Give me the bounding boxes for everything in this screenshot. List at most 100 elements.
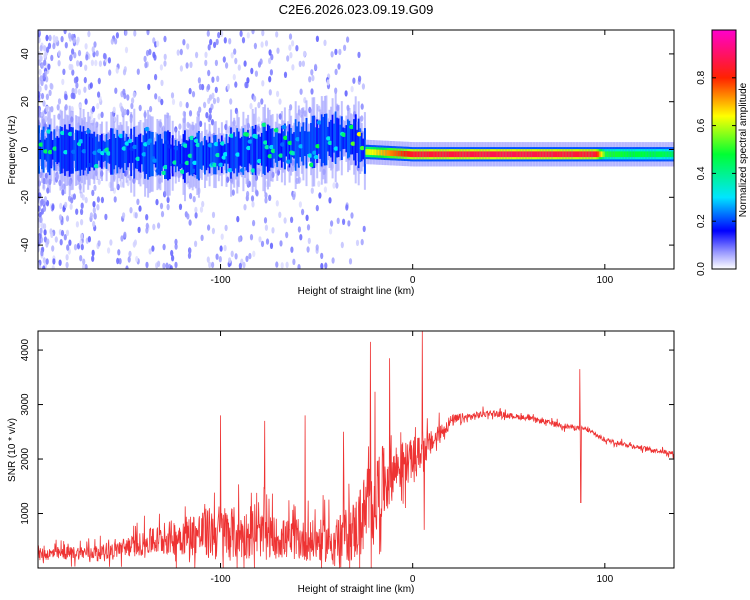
spectrogram-speckle xyxy=(307,237,311,245)
spectrogram-band xyxy=(170,145,173,167)
spectrogram-core xyxy=(549,151,552,158)
spectrogram-band xyxy=(339,124,342,152)
spectrogram-cell xyxy=(173,146,179,151)
spectrogram-speckle xyxy=(257,116,261,123)
spectrogram-cell xyxy=(267,154,273,159)
spectrogram-speckle xyxy=(163,53,167,61)
spectrogram-cell xyxy=(93,163,99,169)
spectrogram-core xyxy=(540,151,543,158)
spectrogram-speckle xyxy=(285,231,289,239)
spectrogram-core xyxy=(494,151,497,158)
spectrogram-band xyxy=(260,132,263,166)
x-tick-label: -100 xyxy=(211,275,231,286)
spectrogram-core xyxy=(479,151,482,158)
spectrogram-speckle xyxy=(100,111,104,119)
spectrogram-x-axis-label: Height of straight line (km) xyxy=(298,286,415,297)
spectrogram-cell xyxy=(307,153,313,158)
spectrogram-speckle xyxy=(275,261,279,268)
spectrogram-speckle xyxy=(112,106,116,114)
spectrogram-speckle xyxy=(241,37,246,44)
spectrogram-cell xyxy=(155,168,161,174)
spectrogram-core xyxy=(422,151,425,158)
spectrogram-band xyxy=(287,131,289,161)
spectrogram-speckle xyxy=(187,252,192,259)
spectrogram-speckle xyxy=(120,235,124,242)
spectrogram-speckle xyxy=(253,95,257,102)
spectrogram-speckle xyxy=(97,240,101,247)
spectrogram-speckle xyxy=(61,78,65,86)
spectrogram-speckle xyxy=(166,203,170,211)
spectrogram-core xyxy=(496,151,499,158)
spectrogram-speckle xyxy=(189,61,193,68)
spectrogram-speckle xyxy=(214,86,218,94)
spectrogram-band xyxy=(283,123,286,170)
spectrogram-speckle xyxy=(298,60,302,68)
spectrogram-band xyxy=(297,121,300,168)
y-tick-label: 1000 xyxy=(20,502,31,525)
spectrogram-speckle xyxy=(223,244,227,252)
spectrogram-core xyxy=(611,151,614,158)
spectrogram-speckle xyxy=(143,55,147,63)
spectrogram-speckle xyxy=(148,48,152,56)
colorbar: 0.0 0.2 0.4 0.6 0.8 Normalized spectral ampl… xyxy=(696,29,749,276)
spectrogram-speckle xyxy=(360,238,364,246)
spectrogram-cell xyxy=(213,141,219,147)
spectrogram-speckle xyxy=(76,36,80,43)
spectrogram-band xyxy=(333,123,336,153)
spectrogram-speckle xyxy=(291,64,295,71)
spectrogram-core xyxy=(636,151,638,158)
spectrogram-speckle xyxy=(57,50,62,57)
spectrogram-speckle xyxy=(44,178,48,185)
spectrogram-cell xyxy=(286,159,292,164)
spectrogram-core xyxy=(528,151,531,158)
spectrogram-band xyxy=(167,130,170,181)
spectrogram-cell xyxy=(264,145,270,150)
spectrogram-speckle xyxy=(55,173,60,180)
spectrogram-speckle xyxy=(331,257,335,264)
spectrogram-band xyxy=(337,118,340,158)
spectrogram-cell xyxy=(290,151,296,156)
spectrogram-speckle xyxy=(157,96,161,103)
spectrogram-speckle xyxy=(45,76,49,83)
spectrogram-speckle xyxy=(198,83,202,91)
spectrogram-speckle xyxy=(323,186,327,193)
spectrogram-speckle xyxy=(276,47,280,54)
spectrogram-band xyxy=(78,130,80,171)
spectrogram-band xyxy=(85,133,88,168)
spectrogram-core xyxy=(446,151,449,158)
spectrogram-speckle xyxy=(136,198,140,205)
spectrogram-cell xyxy=(356,132,362,137)
spectrogram-speckle xyxy=(114,87,118,94)
colorbar-tick-label: 0.4 xyxy=(696,166,707,180)
spectrogram-speckle xyxy=(42,72,46,80)
spectrogram-speckle xyxy=(91,249,95,257)
spectrogram-speckle xyxy=(145,214,149,221)
spectrogram-speckle xyxy=(91,105,95,113)
spectrogram-speckle xyxy=(334,68,338,76)
spectrogram-speckle xyxy=(165,262,169,269)
spectrogram-speckle xyxy=(194,212,198,219)
spectrogram-speckle xyxy=(157,260,161,267)
spectrogram-speckle xyxy=(97,77,101,85)
spectrogram-cell xyxy=(263,140,268,145)
spectrogram-speckle xyxy=(280,262,284,269)
spectrogram-core xyxy=(571,151,574,158)
spectrogram-speckle xyxy=(122,212,126,219)
spectrogram-band xyxy=(334,111,337,164)
spectrogram-speckle xyxy=(216,96,220,104)
spectrogram-speckle xyxy=(52,258,56,265)
spectrogram-core xyxy=(425,151,428,158)
spectrogram-speckle xyxy=(188,110,193,117)
spectrogram-speckle xyxy=(123,92,127,100)
spectrogram-speckle xyxy=(90,59,94,66)
spectrogram-speckle xyxy=(75,208,79,215)
spectrogram-speckle xyxy=(43,59,47,66)
spectrogram-core xyxy=(557,151,560,158)
spectrogram-speckle xyxy=(73,244,78,251)
spectrogram-speckle xyxy=(358,75,362,82)
spectrogram-core xyxy=(440,151,443,158)
spectrogram-core xyxy=(586,151,589,158)
spectrogram-band xyxy=(162,143,165,167)
spectrogram-core xyxy=(465,151,468,158)
spectrogram-band xyxy=(74,129,77,172)
